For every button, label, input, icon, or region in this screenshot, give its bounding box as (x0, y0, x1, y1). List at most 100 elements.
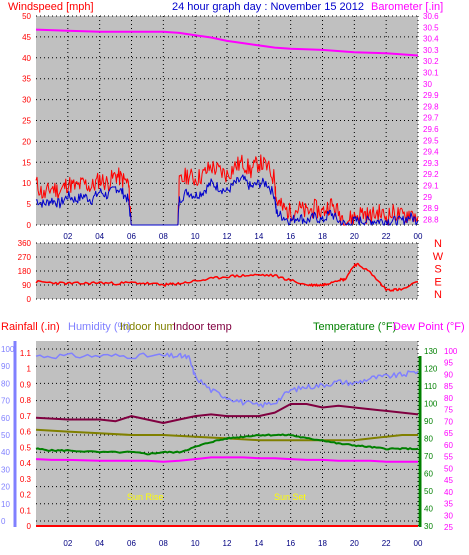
temperature-tick-label: 30 (424, 522, 433, 531)
windspeed-tick-label: 20 (22, 137, 31, 146)
sun-markers: Sun Rise Sun Set (127, 492, 307, 502)
windspeed-tick-label: 40 (22, 54, 31, 63)
rainfall-tick-label: 0.9 (20, 380, 32, 389)
dewpoint-tick-label: 45 (444, 476, 453, 485)
humidity-line (35, 352, 419, 408)
wind-time-tick-label: 18 (318, 232, 327, 241)
dewpoint-tick-label: 95 (444, 359, 453, 368)
dewpoint-tick-label: 75 (444, 406, 453, 415)
wind-time-tick-label: 02 (63, 232, 72, 241)
direction-compass-label: N (434, 289, 442, 301)
windspeed-tick-label: 0 (27, 221, 32, 230)
wind-time-tick-label: 16 (286, 232, 295, 241)
temperature-tick-label: 120 (424, 365, 438, 374)
temperature-tick-label: 80 (424, 435, 433, 444)
humidity-tick-label: 100 (1, 345, 15, 354)
humidity-tick-label: 20 (1, 483, 10, 492)
rainfall-tick-label: 1 (27, 365, 32, 374)
wind-time-tick-label: 14 (254, 232, 263, 241)
temp-humidity-axes: 0 0.1 0.2 0.3 0.4 0.5 0.6 0.7 0.8 0.9 1 1.1 0 10 20 30 4… (1, 341, 458, 532)
dewpoint-tick-label: 70 (444, 417, 453, 426)
temperature-line (35, 433, 419, 456)
lower-time-tick-label: 14 (254, 539, 263, 548)
rainfall-tick-label: 0.8 (20, 396, 32, 405)
wind-direction-grid (36, 242, 419, 300)
humidity-tick-label: 40 (1, 448, 10, 457)
barometer-tick-label: 29.4 (423, 148, 439, 157)
lower-time-tick-label: 22 (382, 539, 391, 548)
rainfall-tick-label: 0.3 (20, 475, 32, 484)
humidity-tick-label: 90 (1, 362, 10, 371)
humidity-tick-label: 30 (1, 465, 10, 474)
lower-time-tick-label: 08 (159, 539, 168, 548)
direction-degree-label: 90 (22, 281, 31, 290)
lower-time-tick-label: 06 (127, 539, 136, 548)
indoor-temp-line (35, 403, 419, 424)
barometer-line (35, 28, 419, 57)
indoor-temp-legend: Indoor temp (173, 321, 232, 333)
direction-degree-label: 360 (18, 239, 32, 248)
barometer-tick-label: 29.6 (423, 125, 439, 134)
windspeed-axis-title: Windspeed [mph] (8, 1, 94, 13)
wind-average-line (35, 174, 419, 226)
indoor-hum-legend: Indoor hum (120, 321, 176, 333)
dewpoint-line (35, 456, 418, 463)
rainfall-tick-label: 0.1 (20, 506, 32, 515)
barometer-tick-label: 30.6 (423, 12, 439, 21)
direction-degree-label: 0 (27, 295, 32, 304)
lower-time-tick-label: 18 (318, 539, 327, 548)
rainfall-axis-title: Rainfall (.in) (1, 321, 60, 333)
temperature-tick-label: 90 (424, 417, 433, 426)
wind-time-tick-label: 06 (127, 232, 136, 241)
windspeed-tick-label: 35 (22, 75, 31, 84)
windspeed-tick-label: 10 (22, 179, 31, 188)
wind-barometer-series (35, 28, 419, 226)
humidity-tick-label: 10 (1, 500, 10, 509)
barometer-tick-label: 29.5 (423, 136, 439, 145)
wind-time-ticks: 02 04 06 08 10 12 14 16 18 20 22 00 (63, 232, 423, 241)
dewpoint-tick-label: 55 (444, 453, 453, 462)
wind-time-tick-label: 12 (223, 232, 232, 241)
dewpoint-tick-label: 85 (444, 382, 453, 391)
humidity-tick-label: 0 (1, 517, 6, 526)
barometer-ticks: 28.8 28.9 29 29.1 29.2 29.3 29.4 29.5 29.6 29.7 29… (423, 12, 439, 224)
temperature-tick-label: 70 (424, 452, 433, 461)
dewpoint-tick-label: 80 (444, 394, 453, 403)
windspeed-tick-label: 45 (22, 33, 31, 42)
barometer-tick-label: 29.3 (423, 159, 439, 168)
rainfall-tick-label: 0.2 (20, 491, 32, 500)
direction-compass-label: N (434, 238, 442, 250)
temperature-tick-label: 60 (424, 470, 433, 479)
dewpoint-tick-label: 35 (444, 500, 453, 509)
lower-time-tick-label: 02 (63, 539, 72, 548)
lower-time-tick-label: 20 (350, 539, 359, 548)
rainfall-tick-label: 0.4 (20, 459, 32, 468)
rainfall-tick-label: 0.5 (20, 443, 32, 452)
barometer-tick-label: 30.5 (423, 23, 439, 32)
sun-rise-label: Sun Rise (127, 492, 164, 502)
humidity-tick-label: 50 (1, 431, 10, 440)
barometer-tick-label: 28.8 (423, 215, 439, 224)
graph-title: 24 hour graph day : November 15 2012 (172, 1, 364, 13)
barometer-tick-label: 29.7 (423, 114, 439, 123)
wind-direction-series (35, 262, 418, 292)
dewpoint-tick-label: 40 (444, 488, 453, 497)
dewpoint-tick-label: 65 (444, 429, 453, 438)
direction-compass-label: E (434, 276, 441, 288)
dewpoint-tick-label: 30 (444, 511, 453, 520)
humidity-axis-title: Humidity (%) (68, 321, 131, 333)
barometer-tick-label: 30.1 (423, 68, 439, 77)
barometer-tick-label: 29.1 (423, 181, 439, 190)
windspeed-tick-label: 50 (22, 12, 31, 21)
windspeed-tick-label: 30 (22, 96, 31, 105)
lower-time-tick-label: 10 (191, 539, 200, 548)
barometer-tick-label: 28.9 (423, 204, 439, 213)
humidity-tick-label: 80 (1, 379, 10, 388)
barometer-tick-label: 30 (423, 80, 432, 89)
wind-direction-line (35, 262, 418, 292)
wind-time-tick-label: 08 (159, 232, 168, 241)
temp-humidity-series (35, 352, 419, 527)
humidity-tick-label: 70 (1, 397, 10, 406)
